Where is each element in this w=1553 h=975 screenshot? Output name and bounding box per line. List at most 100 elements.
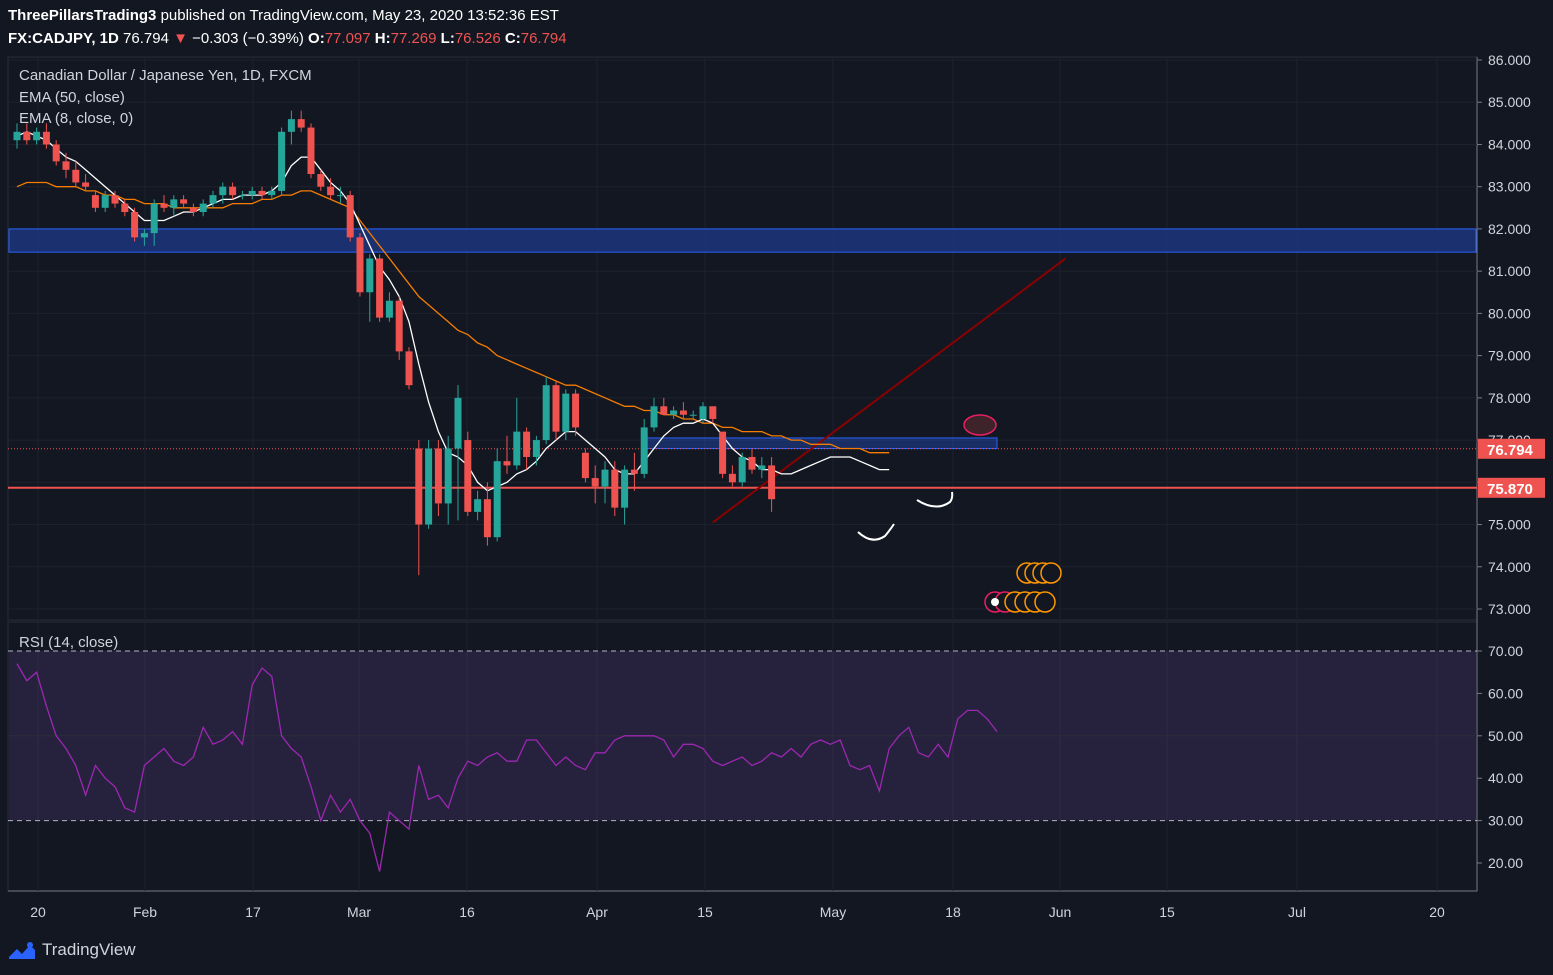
up-candle (650, 397, 658, 432)
candle-body (405, 351, 413, 386)
candle-body (23, 131, 31, 141)
candle-body (640, 427, 648, 474)
x-tick-label: 20 (1429, 904, 1445, 920)
trendline (712, 257, 1067, 524)
candle-body (160, 203, 168, 208)
event-marker-dot (991, 598, 999, 606)
tradingview-brand[interactable]: TradingView (8, 940, 136, 960)
down-candle (72, 161, 80, 187)
candle-body (111, 195, 119, 204)
down-candle (52, 140, 60, 166)
candle-body (336, 195, 344, 197)
up-candle (209, 190, 217, 208)
candle-body (297, 119, 305, 128)
candle-body (768, 465, 776, 500)
rsi-line (16, 663, 998, 872)
candle-body (444, 448, 452, 504)
up-candle (366, 254, 374, 322)
x-tick-label: May (820, 904, 846, 920)
main-pane-border (7, 56, 1478, 621)
tradingview-logo-icon (9, 942, 35, 959)
chart-title: Canadian Dollar / Japanese Yen, 1D, FXCM (19, 67, 312, 84)
up-candle (238, 190, 246, 200)
candle-body (581, 452, 589, 479)
y-tick-label: 74.000 (1488, 559, 1531, 575)
down-candle (405, 347, 413, 390)
y-tick-label: 83.000 (1488, 179, 1531, 195)
ema50-legend: EMA (50, close) (19, 89, 125, 106)
down-arrow-icon: ▼ (173, 30, 188, 47)
y-tick-label: 85.000 (1488, 94, 1531, 110)
candle-body (366, 258, 374, 293)
candle-body (219, 186, 227, 196)
up-candle (287, 110, 295, 145)
candle-body (425, 448, 433, 525)
candle-body (630, 469, 638, 474)
candle-body (738, 456, 746, 483)
candle-body (209, 195, 217, 204)
down-candle (591, 465, 599, 504)
candle-body (62, 161, 70, 170)
candle-body (346, 195, 354, 238)
candle-body (532, 440, 540, 457)
candle-body (33, 131, 41, 141)
candle-body (434, 448, 442, 504)
ohlc-line: FX:CADJPY, 1D 76.794 ▼ −0.303 (−0.39%) O… (8, 30, 567, 47)
up-candle (150, 199, 158, 246)
candle-body (758, 465, 766, 470)
down-candle (434, 440, 442, 517)
candle-body (650, 406, 658, 428)
down-candle (630, 452, 638, 491)
candle-body (601, 469, 609, 487)
candle-body (287, 119, 295, 132)
down-candle (552, 380, 560, 441)
candle-body (689, 414, 697, 416)
published-text: published on TradingView.com, May 23, 20… (160, 7, 559, 24)
x-tick-label: Mar (347, 904, 371, 920)
up-candle (170, 195, 178, 217)
candle-body (719, 431, 727, 474)
down-candle (660, 397, 668, 415)
candle-body (229, 186, 237, 196)
candle-body (140, 233, 148, 238)
candle-body (82, 182, 90, 187)
rsi-tick-label: 70.00 (1488, 643, 1523, 659)
candle-body (385, 300, 393, 318)
down-candle (111, 190, 119, 208)
down-candle (523, 427, 531, 470)
up-candle (493, 448, 501, 542)
x-tick-label: Apr (586, 904, 608, 920)
high-value: 77.269 (390, 30, 437, 47)
candle-body (572, 393, 580, 428)
down-candle (356, 233, 364, 297)
candle-body (748, 456, 756, 470)
candle-body (513, 431, 521, 466)
y-tick-label: 78.000 (1488, 390, 1531, 406)
rsi-tick-label: 20.00 (1488, 855, 1523, 871)
up-candle (199, 199, 207, 217)
price-change: −0.303 (−0.39%) (192, 30, 304, 47)
down-candle (258, 186, 266, 200)
candle-body (248, 190, 256, 196)
x-tick-label: 20 (30, 904, 46, 920)
candle-body (356, 237, 364, 293)
down-candle (679, 402, 687, 419)
rsi-tick-label: 60.00 (1488, 685, 1523, 701)
price-label-box (1478, 438, 1545, 459)
ema50-line (16, 181, 890, 454)
candle-body (180, 199, 188, 204)
low-marker-2 (916, 491, 954, 508)
candle-body (317, 174, 325, 187)
x-tick-label: 15 (1159, 904, 1175, 920)
candle-body (591, 478, 599, 487)
up-candle (532, 435, 540, 466)
candle-body (493, 461, 501, 538)
candle-body (170, 199, 178, 208)
candle-body (238, 195, 246, 197)
up-candle (13, 123, 21, 149)
down-candle (229, 182, 237, 200)
candle-body (121, 203, 129, 213)
candle-body (327, 186, 335, 196)
down-candle (581, 448, 589, 483)
